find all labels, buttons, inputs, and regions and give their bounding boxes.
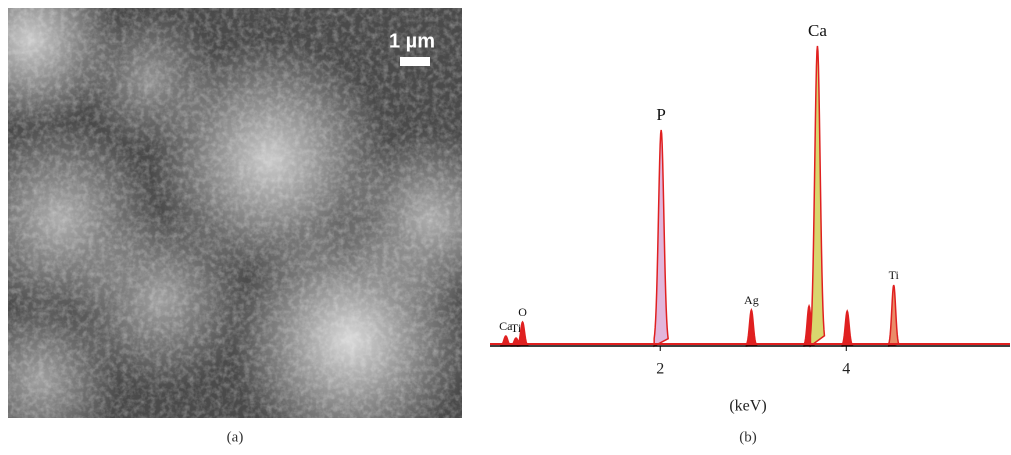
x-tick-label: 2 <box>656 361 664 378</box>
peak <box>745 308 758 347</box>
peak-label: O <box>518 305 527 319</box>
x-tick-label: 4 <box>842 361 850 378</box>
peak-label: Ti <box>889 268 900 282</box>
peak <box>809 45 826 348</box>
peak <box>887 284 900 347</box>
peak-label: Ca <box>499 319 513 333</box>
scale-bar <box>400 57 430 66</box>
peak <box>841 309 854 347</box>
peak <box>516 320 529 347</box>
peak-label: Ti <box>511 321 522 335</box>
caption: (b) <box>739 429 757 445</box>
sem-image <box>8 8 462 418</box>
peak-label: Ca <box>808 21 827 40</box>
peak-label: P <box>656 105 665 124</box>
caption: (a) <box>227 429 244 445</box>
peak-label: Ag <box>744 293 759 307</box>
scale-label: 1 µm <box>389 30 435 52</box>
peak <box>653 129 669 348</box>
x-axis-label: (keV) <box>729 398 766 415</box>
